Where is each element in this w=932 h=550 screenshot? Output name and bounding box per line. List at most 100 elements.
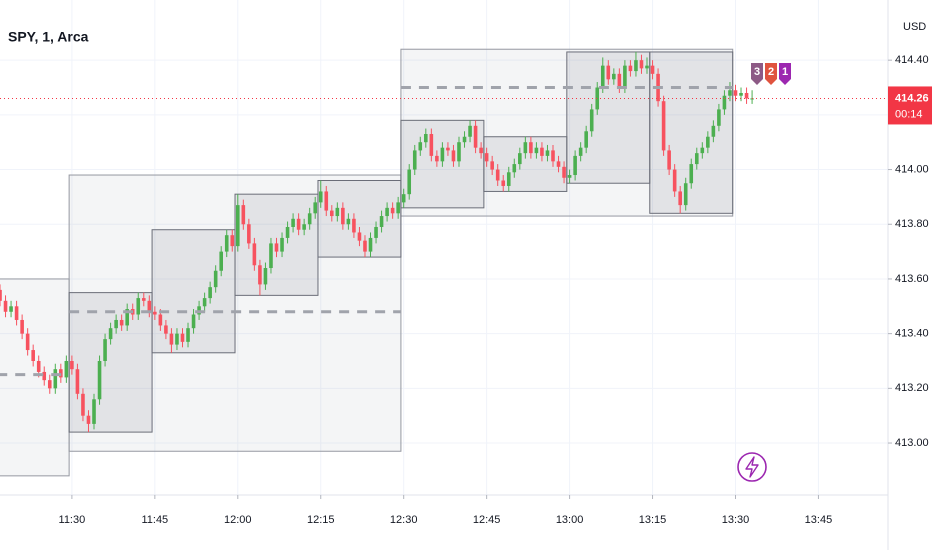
- candle-body: [711, 125, 716, 137]
- candle-body: [263, 268, 268, 285]
- candle-body: [623, 65, 627, 88]
- candle-body: [589, 109, 594, 132]
- candle-body: [169, 333, 174, 345]
- candle-body: [368, 237, 373, 252]
- candle-body: [457, 142, 461, 162]
- candle-body: [213, 270, 218, 288]
- candle-body: [158, 314, 163, 326]
- candle-body: [20, 319, 24, 334]
- x-tick-label: 12:15: [307, 514, 335, 526]
- candle-body: [462, 136, 467, 143]
- x-tick-label: 13:30: [722, 514, 750, 526]
- signal-badge[interactable]: 1: [779, 63, 791, 85]
- candle-body: [224, 235, 229, 252]
- candle-body: [429, 134, 434, 156]
- candle-body: [3, 300, 8, 312]
- candle-body: [352, 218, 356, 233]
- candle-body: [335, 207, 340, 217]
- badge-label: 3: [754, 66, 760, 78]
- candle-body: [534, 147, 539, 154]
- candle-body: [0, 289, 2, 301]
- candles: [0, 51, 754, 433]
- candle-body: [518, 153, 522, 165]
- candle-body: [512, 164, 517, 173]
- candle-body: [446, 147, 450, 151]
- signal-badge[interactable]: 3: [751, 63, 763, 85]
- candle-body: [612, 73, 616, 80]
- candle-body: [595, 87, 600, 110]
- candle-body: [241, 205, 246, 225]
- candle-body: [501, 180, 506, 186]
- candle-body: [42, 371, 47, 381]
- candle-body: [230, 235, 235, 247]
- currency-label: USD: [903, 21, 926, 33]
- candle-body: [556, 161, 561, 167]
- candle-body: [114, 319, 118, 329]
- chart-title: SPY, 1, Arca: [8, 29, 89, 45]
- candle-body: [247, 224, 251, 244]
- candle-body: [291, 218, 295, 227]
- candle-body: [728, 90, 732, 96]
- y-tick-label: 413.80: [895, 218, 929, 230]
- candle-body: [396, 202, 400, 214]
- candle-body: [578, 147, 583, 156]
- candle-body: [672, 169, 677, 192]
- candle-body: [451, 150, 456, 162]
- candle-body: [136, 298, 141, 315]
- candle-body: [628, 65, 633, 72]
- candle-body: [661, 101, 666, 151]
- candle-body: [125, 309, 129, 326]
- countdown-label: 00:14: [895, 108, 923, 120]
- candle-body: [473, 125, 478, 148]
- x-tick-label: 13:00: [556, 514, 584, 526]
- signal-badge[interactable]: 2: [765, 63, 777, 85]
- candle-body: [36, 360, 41, 372]
- candle-body: [484, 153, 489, 162]
- candle-body: [689, 164, 694, 184]
- candle-body: [64, 360, 69, 378]
- candle-body: [269, 243, 273, 269]
- candle-body: [75, 369, 80, 394]
- candle-body: [363, 240, 367, 252]
- candle-body: [86, 415, 91, 424]
- candle-body: [202, 298, 207, 307]
- candle-body: [147, 300, 152, 312]
- badge-shape: [751, 63, 763, 85]
- alert-circle: [737, 452, 767, 482]
- candle-body: [103, 339, 107, 361]
- candle-body: [385, 207, 389, 217]
- candle-body: [700, 147, 705, 154]
- candle-body: [650, 65, 655, 74]
- last-price-tag: [888, 86, 932, 125]
- candle-body: [573, 155, 577, 176]
- candle-body: [25, 333, 30, 351]
- candle-body: [307, 213, 312, 225]
- y-tick-label: 414.00: [895, 163, 929, 175]
- candle-body: [53, 369, 58, 389]
- candle-body: [330, 210, 334, 217]
- candle-body: [468, 125, 472, 137]
- candle-body: [97, 360, 102, 400]
- candle-body: [401, 194, 406, 203]
- candle-body: [346, 218, 351, 225]
- badge-label: 2: [768, 66, 774, 78]
- candle-body: [667, 150, 671, 170]
- alert-icon[interactable]: [737, 452, 767, 482]
- candle-body: [47, 380, 52, 389]
- candle-body: [318, 191, 323, 203]
- candle-body: [412, 150, 417, 170]
- candle-body: [191, 314, 196, 329]
- axes: 413.00 413.20 413.40 413.60 413.80 414.00 414.…: [59, 54, 932, 526]
- x-tick-label: 13:45: [805, 514, 833, 526]
- candle-body: [296, 218, 301, 230]
- candle-body: [164, 325, 168, 334]
- candle-body: [341, 207, 345, 225]
- candle-body: [733, 90, 738, 96]
- candle-body: [706, 136, 710, 148]
- candle-body: [374, 226, 378, 238]
- x-tick-label: 12:00: [224, 514, 252, 526]
- candle-body: [379, 216, 384, 227]
- candle-body: [357, 232, 362, 241]
- candle-body: [529, 142, 533, 154]
